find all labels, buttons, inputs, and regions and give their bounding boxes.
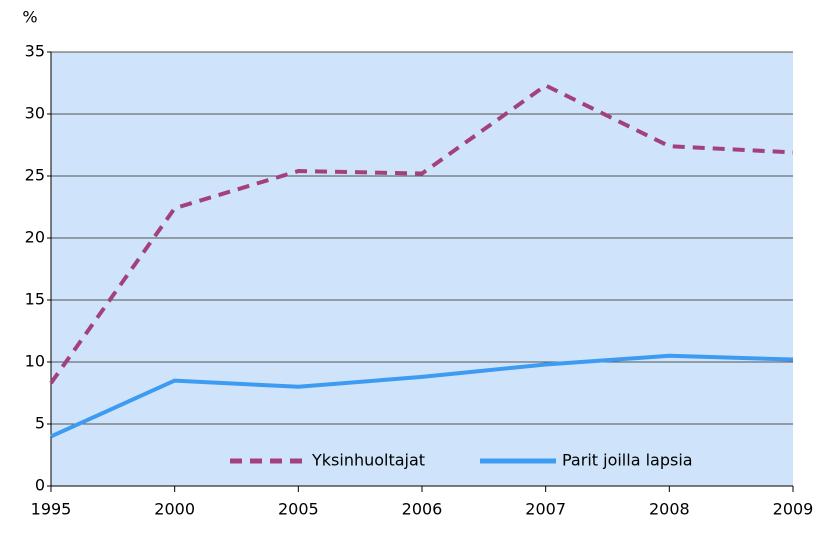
x-tick-label: 2008 [649, 500, 690, 519]
x-tick-label: 2006 [402, 500, 443, 519]
legend-label: Yksinhuoltajat [311, 451, 425, 470]
y-tick-label: 10 [25, 352, 45, 371]
line-series [50, 353, 794, 439]
plot-area [51, 52, 793, 486]
y-tick-label: 35 [25, 42, 45, 61]
y-tick-label: 25 [25, 166, 45, 185]
legend-label: Parit joilla lapsia [562, 451, 693, 470]
x-tick-label: 2009 [773, 500, 814, 519]
y-unit: % [22, 8, 37, 27]
y-tick-label: 30 [25, 104, 45, 123]
y-tick-label: 0 [35, 476, 45, 495]
y-tick-label: 15 [25, 290, 45, 309]
line-series [49, 83, 794, 385]
y-tick-label: 5 [35, 414, 45, 433]
y-tick-label: 20 [25, 228, 45, 247]
x-tick-label: 2007 [525, 500, 566, 519]
x-tick-label: 2005 [278, 500, 319, 519]
x-tick-label: 1995 [31, 500, 72, 519]
x-tick-label: 2000 [154, 500, 195, 519]
